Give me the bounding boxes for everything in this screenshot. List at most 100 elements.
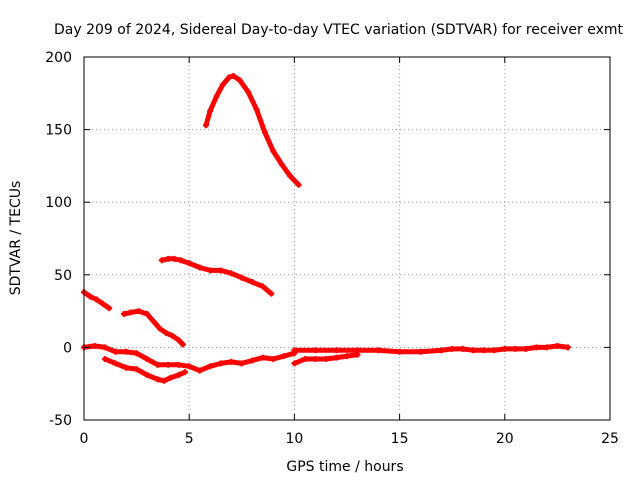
data-point-marker: [112, 360, 119, 367]
data-point-marker: [158, 257, 165, 264]
data-point-marker: [249, 357, 256, 364]
data-point-marker: [459, 345, 466, 352]
data-point-marker: [203, 122, 210, 129]
data-point-marker: [512, 345, 519, 352]
y-axis-label: SDTVAR / TECUs: [8, 181, 24, 296]
data-point-marker: [261, 129, 268, 136]
data-point-marker: [259, 354, 266, 361]
data-point-marker: [87, 293, 94, 300]
data-point-marker: [91, 342, 98, 349]
data-point-marker: [154, 361, 161, 368]
data-point-marker: [354, 347, 361, 354]
data-point-marker: [207, 267, 214, 274]
data-point-marker: [219, 81, 226, 88]
data-point-marker: [236, 77, 243, 84]
data-point-marker: [144, 356, 151, 363]
data-point-marker: [333, 347, 340, 354]
data-point-marker: [238, 274, 245, 281]
data-point-marker: [491, 347, 498, 354]
data-point-marker: [230, 72, 237, 79]
data-point-marker: [543, 344, 550, 351]
data-point-marker: [163, 329, 170, 336]
data-point-marker: [470, 347, 477, 354]
y-tick-label: -50: [49, 413, 72, 429]
data-point-marker: [154, 376, 161, 383]
data-point-marker: [291, 360, 298, 367]
data-point-marker: [165, 255, 172, 262]
data-point-marker: [554, 342, 561, 349]
data-point-marker: [196, 367, 203, 374]
data-point-marker: [280, 353, 287, 360]
data-point-marker: [160, 377, 167, 384]
data-point-marker: [120, 311, 127, 318]
data-point-marker: [123, 364, 130, 371]
data-point-marker: [167, 374, 174, 381]
data-point-marker: [175, 361, 182, 368]
data-point-marker: [171, 255, 178, 262]
data-point-marker: [238, 360, 245, 367]
data-point-marker: [480, 347, 487, 354]
data-point-marker: [259, 283, 266, 290]
data-point-marker: [278, 161, 285, 168]
data-point-marker: [133, 350, 140, 357]
data-point-marker: [226, 74, 233, 81]
data-point-marker: [213, 93, 220, 100]
data-point-marker: [228, 358, 235, 365]
data-point-marker: [175, 337, 182, 344]
data-point-marker: [196, 264, 203, 271]
data-point-marker: [533, 344, 540, 351]
chart-title: Day 209 of 2024, Sidereal Day-to-day VTE…: [54, 22, 624, 38]
data-point-marker: [123, 348, 130, 355]
data-point-marker: [312, 356, 319, 363]
data-point-marker: [249, 279, 256, 286]
data-point-marker: [207, 363, 214, 370]
axis-ticks: 0 5 10 15 20 25 -50 0 50 100 150 200: [45, 50, 619, 447]
data-point-marker: [106, 305, 113, 312]
x-tick-label: 0: [80, 431, 89, 447]
data-point-marker: [133, 366, 140, 373]
plot-frame: [83, 56, 611, 421]
data-point-marker: [270, 356, 277, 363]
y-tick-label: 0: [63, 340, 72, 356]
data-point-marker: [287, 173, 294, 180]
data-point-marker: [396, 348, 403, 355]
x-tick-label: 15: [391, 431, 409, 447]
data-point-marker: [322, 356, 329, 363]
data-point-marker: [564, 344, 571, 351]
data-point-marker: [93, 296, 100, 303]
data-point-marker: [112, 348, 119, 355]
data-point-marker: [144, 311, 151, 318]
data-point-marker: [270, 148, 277, 155]
data-point-marker: [102, 356, 109, 363]
data-point-marker: [438, 347, 445, 354]
data-point-marker: [186, 260, 193, 267]
data-point-marker: [501, 345, 508, 352]
data-point-marker: [102, 344, 109, 351]
data-point-marker: [291, 347, 298, 354]
data-point-marker: [175, 371, 182, 378]
data-point-marker: [417, 348, 424, 355]
data-point-marker: [245, 88, 252, 95]
series-arc-1: [203, 73, 302, 188]
series-arc-4: [121, 308, 186, 347]
data-point-marker: [150, 318, 157, 325]
x-tick-label: 20: [496, 431, 514, 447]
data-point-marker: [217, 267, 224, 274]
data-point-marker: [333, 354, 340, 361]
data-point-marker: [207, 107, 214, 114]
y-tick-label: 150: [45, 123, 72, 139]
data-series-layer: [81, 72, 571, 384]
data-point-marker: [169, 332, 176, 339]
x-tick-label: 10: [285, 431, 303, 447]
x-tick-label: 5: [185, 431, 194, 447]
data-point-marker: [127, 309, 134, 316]
data-point-marker: [165, 361, 172, 368]
data-point-marker: [375, 347, 382, 354]
data-point-marker: [177, 257, 184, 264]
data-point-marker: [253, 106, 260, 113]
data-point-marker: [301, 356, 308, 363]
grid-lines: [84, 57, 610, 420]
data-point-marker: [228, 270, 235, 277]
data-point-marker: [135, 308, 142, 315]
